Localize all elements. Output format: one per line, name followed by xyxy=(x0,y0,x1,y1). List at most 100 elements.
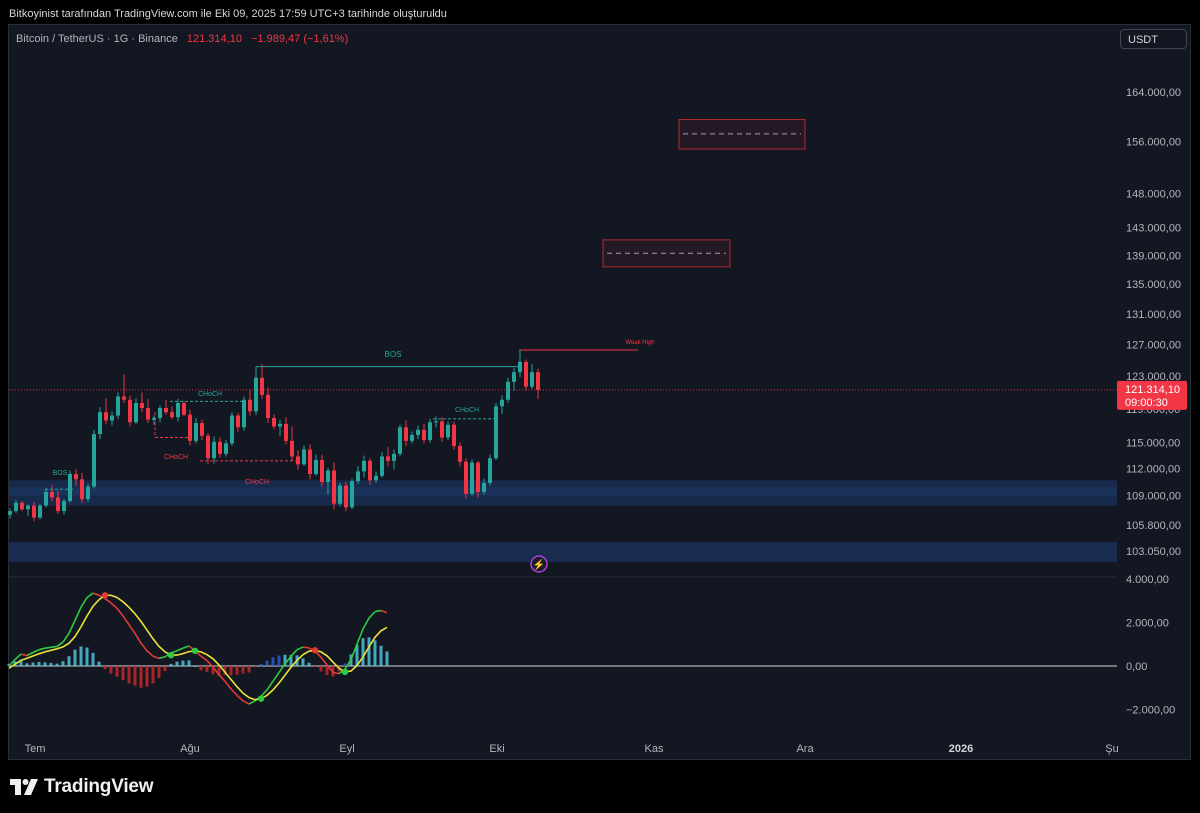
candle-body xyxy=(44,491,48,506)
histogram-bar xyxy=(25,663,29,666)
price-axis-tick-13: 105.800,00 xyxy=(1126,520,1181,532)
candle-body xyxy=(296,456,300,465)
candle-body xyxy=(530,372,534,387)
time-axis-tick-3: Eki xyxy=(489,743,504,755)
candle-body xyxy=(428,422,432,441)
histogram-bar xyxy=(379,645,383,666)
histogram-bar xyxy=(325,666,329,676)
candle-body xyxy=(392,453,396,461)
tradingview-brand[interactable]: TradingView xyxy=(10,776,154,798)
candle-body xyxy=(308,449,312,475)
histogram-bar xyxy=(271,657,275,666)
candle-body xyxy=(68,474,72,502)
candle-body xyxy=(170,412,174,418)
candle-body xyxy=(182,403,186,415)
candle-body xyxy=(236,415,240,428)
candle-body xyxy=(506,381,510,400)
candle-body xyxy=(26,505,30,510)
candle-body xyxy=(128,399,132,423)
histogram-bar xyxy=(145,666,149,687)
candle-body xyxy=(386,456,390,461)
histogram-bar xyxy=(205,666,209,672)
price-axis-tick-5: 135.000,00 xyxy=(1126,279,1181,291)
indicator-axis-tick-0: 4.000,00 xyxy=(1126,574,1169,586)
candle-body xyxy=(512,372,516,382)
candle-body xyxy=(194,423,198,441)
price-axis-tick-10: 115.000,00 xyxy=(1126,438,1180,450)
candle-body xyxy=(536,372,540,390)
candle-body xyxy=(266,394,270,419)
histogram-bar xyxy=(181,660,185,666)
macd-line-segment xyxy=(146,650,154,657)
crossover-dot xyxy=(341,668,349,676)
candle-body xyxy=(458,446,462,462)
histogram-bar xyxy=(367,637,371,666)
annotation-label-5: CHoCH xyxy=(455,407,479,414)
crossover-dot xyxy=(191,647,199,654)
macd-line-segment xyxy=(158,656,166,660)
annotation-label-0: BOS xyxy=(385,350,402,359)
histogram-bar xyxy=(235,666,239,675)
histogram-bar xyxy=(37,661,41,666)
macd-line-segment xyxy=(236,694,244,702)
macd-line-segment xyxy=(224,680,232,690)
macd-line-segment xyxy=(242,700,250,705)
candle-body xyxy=(56,497,60,512)
candle-body xyxy=(74,474,78,480)
macd-line-segment xyxy=(296,646,304,651)
candle-body xyxy=(224,443,228,454)
histogram-bar xyxy=(103,666,107,670)
macd-line-segment xyxy=(344,659,352,670)
histogram-bar xyxy=(31,662,35,666)
currency-button[interactable]: USDT xyxy=(1120,29,1187,49)
price-axis-tick-2: 148.000,00 xyxy=(1126,188,1181,200)
histogram-bar xyxy=(79,646,83,666)
macd-line-segment xyxy=(206,660,214,668)
candle-body xyxy=(32,505,36,518)
histogram-bar xyxy=(247,666,251,673)
chart-panel[interactable] xyxy=(8,24,1191,760)
price-axis-tick-14: 103.050,00 xyxy=(1126,546,1181,558)
candle-body xyxy=(332,470,336,504)
candle-body xyxy=(326,470,330,483)
macd-line-segment xyxy=(290,649,298,657)
macd-line-segment xyxy=(320,656,328,666)
histogram-bar xyxy=(355,644,359,666)
candle-body xyxy=(344,485,348,508)
candle-body xyxy=(62,501,66,512)
candle-body xyxy=(50,491,54,498)
price-axis-tick-4: 139.000,00 xyxy=(1126,250,1181,262)
candle-body xyxy=(158,408,162,419)
brand-name: TradingView xyxy=(44,776,154,797)
crossover-dot xyxy=(101,592,109,599)
annotation-label-2: CHoCH xyxy=(164,454,188,461)
indicator-axis-tick-1: 2.000,00 xyxy=(1126,618,1169,630)
lightning-event-icon xyxy=(530,555,548,573)
macd-line-segment xyxy=(80,597,88,608)
histogram-bar xyxy=(169,663,173,666)
histogram-bar xyxy=(199,666,203,671)
demand-zone-lower xyxy=(9,541,1117,563)
macd-line-segment xyxy=(134,632,142,644)
macd-line-segment xyxy=(278,663,286,673)
macd-line-segment xyxy=(326,664,334,674)
histogram-bar xyxy=(55,663,59,666)
macd-line-segment xyxy=(122,615,130,626)
candle-body xyxy=(38,505,42,518)
candle-body xyxy=(320,459,324,483)
time-axis-tick-2: Eyl xyxy=(339,743,354,755)
candle-body xyxy=(260,377,264,395)
macd-line-segment xyxy=(128,624,136,634)
macd-line-segment xyxy=(104,597,112,604)
histogram-bar xyxy=(139,666,143,688)
candle-body xyxy=(452,424,456,447)
macd-line-segment xyxy=(230,688,238,696)
candle-body xyxy=(446,424,450,438)
candle-body xyxy=(86,486,90,500)
price-axis-tick-3: 143.000,00 xyxy=(1126,222,1181,234)
macd-line-segment xyxy=(116,607,124,617)
histogram-bar xyxy=(313,666,317,667)
candle-body xyxy=(206,435,210,459)
time-axis-tick-6: 2026 xyxy=(949,743,973,755)
